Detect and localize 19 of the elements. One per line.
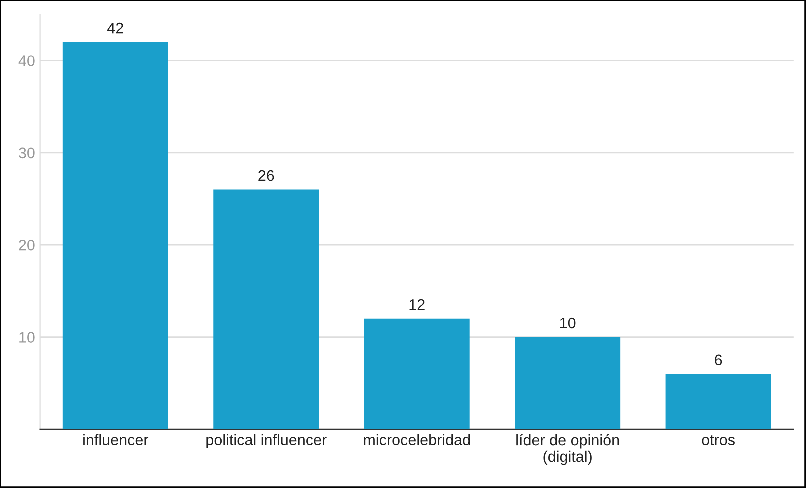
x-tick-label: otros [702,435,735,446]
x-tick-label: microcelebridad [364,434,470,446]
x-tick-label: political influencer [206,434,327,449]
bar [515,337,621,430]
bar [666,374,772,430]
y-tick-label: 40 [18,56,35,66]
data-label: 12 [410,299,425,310]
x-tick-label: influencer [84,434,149,446]
data-label: 42 [108,22,124,34]
y-tick-label: 10 [20,332,35,343]
bar [62,42,168,430]
bar [214,190,320,430]
data-label: 26 [258,170,274,182]
y-tick-label: 30 [19,148,35,159]
bar [364,318,470,430]
y-tick-label: 20 [19,240,35,251]
data-label: 6 [715,354,722,366]
data-label: 10 [560,318,576,329]
x-tick-label: líder de opinión (digital) [516,434,620,466]
